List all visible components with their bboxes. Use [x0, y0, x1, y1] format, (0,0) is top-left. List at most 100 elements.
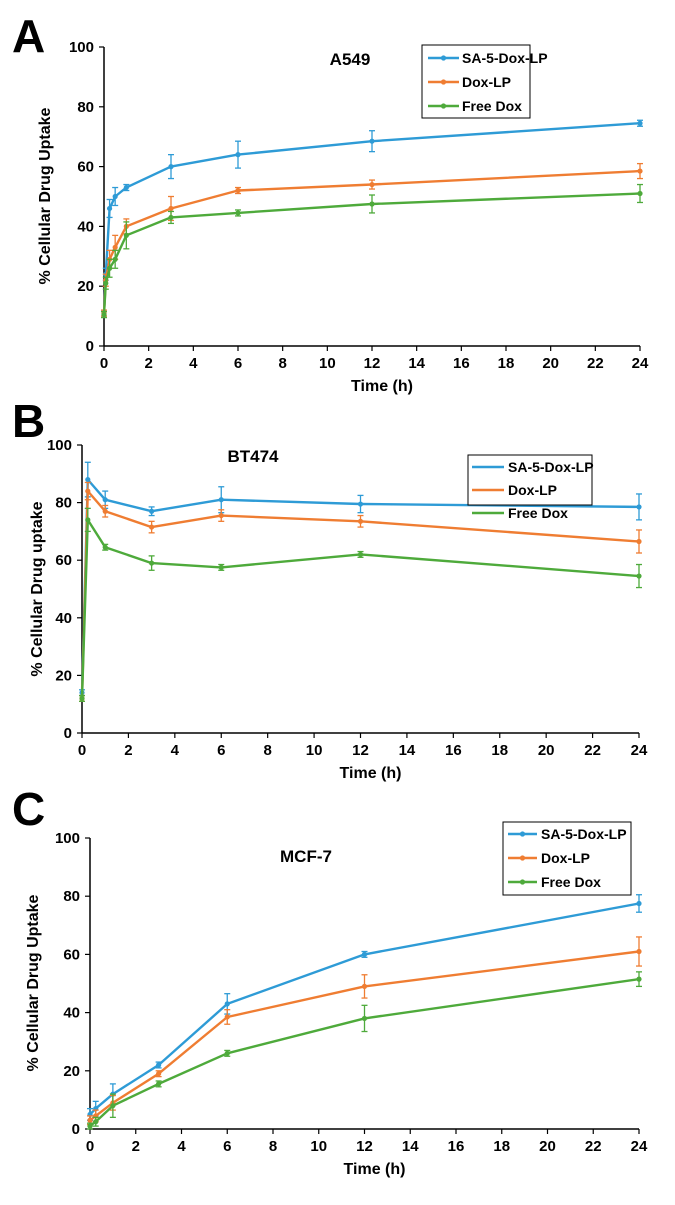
data-point: [224, 1014, 230, 1020]
x-tick-label: 24: [631, 742, 648, 759]
x-tick-label: 16: [448, 1138, 465, 1155]
x-tick-label: 14: [402, 1138, 419, 1155]
legend-label: SA-5-Dox-LP: [508, 459, 594, 475]
legend-label: Dox-LP: [462, 74, 511, 90]
y-axis-label: % Cellular Drug uptake: [29, 501, 46, 676]
x-tick-label: 6: [234, 355, 242, 372]
data-point: [106, 265, 113, 271]
data-point: [636, 504, 642, 510]
x-tick-label: 18: [498, 355, 515, 372]
data-point: [110, 1103, 116, 1109]
x-tick-label: 18: [493, 1138, 510, 1155]
x-tick-label: 20: [539, 1138, 556, 1155]
legend: SA-5-Dox-LP Dox-LP Free Dox: [467, 454, 594, 521]
x-tick-label: 22: [587, 355, 604, 372]
y-tick-label: 0: [72, 1121, 80, 1138]
x-axis-label: Time (h): [351, 378, 413, 395]
x-tick-label: 8: [278, 355, 286, 372]
x-tick-label: 12: [364, 355, 381, 372]
data-point: [369, 138, 375, 144]
data-point: [636, 573, 642, 579]
x-tick-label: 22: [585, 1138, 602, 1155]
x-tick-label: 24: [631, 1138, 648, 1155]
series-dox-lp: [101, 162, 643, 317]
y-tick-label: 60: [63, 946, 80, 963]
y-tick-label: 80: [63, 888, 80, 905]
data-point: [637, 190, 643, 197]
series-line: [80, 518, 640, 699]
y-axis-label: % Cellular Drug Uptake: [37, 107, 54, 284]
data-point: [149, 524, 155, 530]
x-tick-label: 20: [538, 742, 555, 759]
y-tick-label: 60: [55, 552, 72, 569]
data-point: [361, 951, 368, 958]
legend: SA-5-Dox-LP Dox-LP Free Dox: [421, 44, 548, 119]
data-point: [87, 1123, 93, 1129]
data-point: [102, 497, 108, 503]
data-point: [168, 214, 174, 221]
legend-marker: [440, 79, 447, 85]
data-point: [168, 164, 174, 170]
data-point: [123, 184, 129, 191]
y-tick-label: 100: [47, 437, 72, 454]
data-point: [235, 187, 241, 194]
y-axis-label: % Cellular Drug Uptake: [25, 894, 42, 1071]
legend: SA-5-Dox-LP Dox-LP Free Dox: [502, 821, 632, 896]
legend-marker: [519, 831, 526, 837]
legend-label: Free Dox: [462, 98, 522, 114]
data-point: [106, 205, 113, 212]
y-tick-label: 40: [77, 218, 94, 235]
data-point: [357, 518, 364, 524]
y-tick-label: 80: [77, 99, 94, 116]
x-tick-label: 4: [189, 355, 198, 372]
x-tick-label: 10: [306, 742, 323, 759]
data-point: [636, 976, 642, 982]
chart-title: MCF-7: [280, 847, 332, 866]
data-point: [369, 181, 375, 188]
data-point: [636, 900, 642, 907]
x-tick-label: 24: [632, 355, 649, 372]
x-tick-label: 0: [78, 742, 86, 759]
data-point: [112, 256, 118, 262]
x-tick-label: 12: [352, 742, 369, 759]
data-point: [102, 544, 108, 550]
data-point: [218, 497, 224, 503]
data-point: [357, 501, 364, 507]
legend-marker: [440, 55, 447, 61]
legend-label: SA-5-Dox-LP: [462, 50, 548, 66]
legend-marker: [519, 879, 526, 885]
x-tick-label: 2: [132, 1138, 140, 1155]
data-point: [112, 193, 118, 200]
data-point: [235, 152, 241, 158]
x-tick-label: 4: [171, 742, 180, 759]
x-tick-label: 2: [124, 742, 132, 759]
chart-title: BT474: [227, 447, 279, 466]
x-tick-label: 6: [217, 742, 225, 759]
data-point: [123, 232, 129, 238]
series-free-dox: [79, 507, 642, 702]
y-tick-label: 20: [63, 1063, 80, 1080]
series-free-dox: [87, 971, 642, 1130]
y-tick-label: 0: [64, 725, 72, 742]
data-point: [218, 564, 224, 571]
series-free-dox: [101, 183, 643, 319]
y-tick-label: 20: [77, 278, 94, 295]
series-sa-5-dox-lp: [79, 461, 642, 697]
data-point: [156, 1062, 162, 1068]
y-tick-label: 100: [69, 39, 94, 56]
x-tick-label: 8: [269, 1138, 277, 1155]
data-point: [85, 488, 91, 494]
legend-label: Dox-LP: [508, 482, 557, 498]
x-tick-label: 4: [177, 1138, 186, 1155]
legend-label: SA-5-Dox-LP: [541, 826, 627, 842]
data-point: [85, 476, 91, 483]
data-point: [101, 312, 107, 318]
data-point: [85, 517, 91, 523]
x-tick-label: 14: [408, 355, 425, 372]
legend-marker: [519, 855, 526, 861]
series-line: [102, 169, 641, 314]
